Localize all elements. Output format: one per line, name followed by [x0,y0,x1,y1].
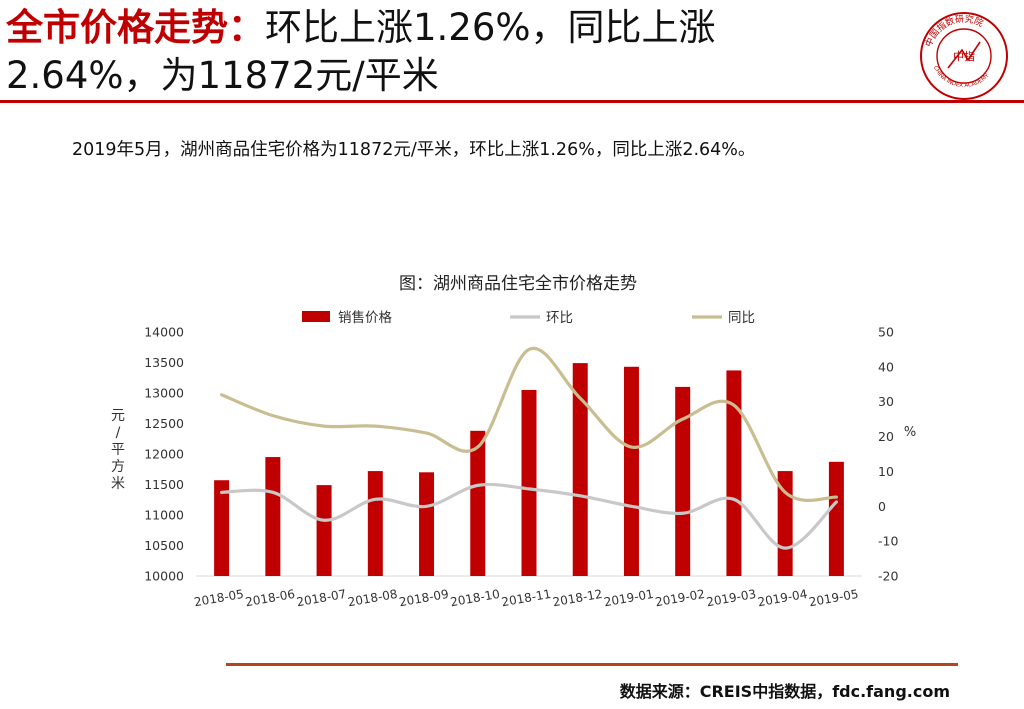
price-bar [521,389,537,576]
bar-series [214,363,844,576]
y-left-axis-label: 平 [111,442,125,458]
chart-legend: 销售价格 环比 同比 [302,310,755,326]
x-tick-label: 2018-08 [347,587,399,609]
y-left-tick-label: 12000 [144,447,184,462]
x-tick-label: 2019-03 [705,587,757,609]
price-bar [367,471,383,576]
x-tick-label: 2019-02 [654,587,706,609]
price-bar [470,430,486,576]
x-tick-label: 2018-07 [295,587,347,609]
data-source: 数据来源：CREIS中指数据，fdc.fang.com [619,682,950,701]
y-right-tick-label: -10 [878,534,898,549]
china-index-academy-logo: 中国指数研究院 CHINA INDEX ACADEMY 中指 [920,12,1008,100]
y-left-axis-label: 米 [111,476,125,492]
mom-line [220,482,838,550]
legend-label: 环比 [546,310,573,326]
price-bar [316,485,332,576]
x-tick-label: 2018-05 [193,587,245,609]
legend-label: 同比 [728,310,755,326]
chart-title: 图：湖州商品住宅全市价格走势 [399,274,637,294]
footer-divider [226,663,958,666]
price-bar [828,461,844,576]
x-tick-label: 2019-01 [603,587,655,609]
chart-axes: 1000010500110001150012000125001300013500… [111,325,916,584]
y-right-tick-label: 30 [878,394,894,409]
y-right-tick-label: 40 [878,359,894,374]
legend-swatch-price [302,311,330,322]
title-line2: 2.64%，为11872元/平米 [6,54,439,97]
y-right-tick-label: 20 [878,429,894,444]
price-bar [214,480,230,576]
y-left-axis-label: 元 [111,408,125,424]
y-left-tick-label: 13000 [144,386,184,401]
y-left-tick-label: 10000 [144,569,184,584]
x-tick-label: 2019-05 [808,587,860,609]
price-bar [572,363,588,576]
y-left-tick-label: 10500 [144,538,184,553]
y-left-tick-label: 11500 [144,477,184,492]
price-bar [777,471,793,576]
price-bar [265,457,281,576]
x-tick-label: 2018-06 [244,587,296,609]
title-divider [0,100,1024,103]
y-left-axis-label: 方 [111,459,125,475]
y-right-axis-label: % [904,425,916,440]
y-right-tick-label: 50 [878,325,894,340]
y-right-tick-label: 10 [878,464,894,479]
price-bar [675,386,691,576]
x-tick-label: 2019-04 [757,587,809,609]
x-tick-label: 2018-10 [449,587,501,609]
yoy-line [220,346,838,502]
y-left-axis-label: / [116,425,121,441]
title-highlight: 全市价格走势： [6,6,265,49]
y-right-tick-label: -20 [878,569,898,584]
summary-text: 2019年5月，湖州商品住宅价格为11872元/平米，环比上涨1.26%，同比上… [72,140,756,160]
y-right-tick-label: 0 [878,499,886,514]
page-title: 全市价格走势：环比上涨1.26%，同比上涨 2.64%，为11872元/平米 [6,4,886,100]
y-left-tick-label: 11000 [144,508,184,523]
legend-label: 销售价格 [338,310,392,326]
y-left-tick-label: 14000 [144,325,184,340]
price-bar [623,366,639,576]
y-left-tick-label: 13500 [144,355,184,370]
title-line1: 环比上涨1.26%，同比上涨 [265,6,716,49]
x-tick-label: 2018-12 [552,587,604,609]
x-tick-label: 2018-09 [398,587,450,609]
price-bar [419,472,435,576]
x-tick-label: 2018-11 [500,587,552,609]
x-axis-labels: 2018-05 2018-06 2018-07 2018-08 2018-09 2018-… [193,587,860,609]
logo-center-text: 中指 [953,49,975,63]
y-left-tick-label: 12500 [144,416,184,431]
price-bar [726,370,742,576]
line-series [220,346,838,550]
